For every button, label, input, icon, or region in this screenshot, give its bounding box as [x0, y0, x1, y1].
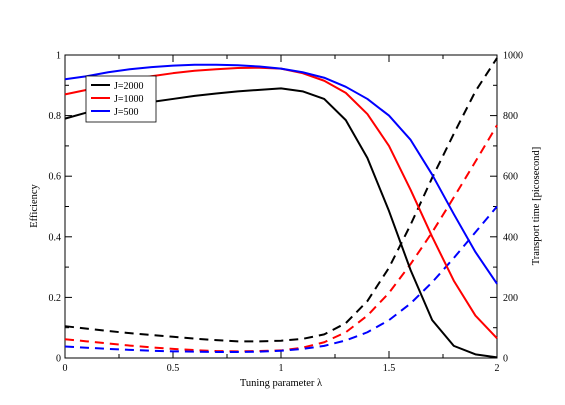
y-right-tick-label: 1000 — [503, 51, 523, 62]
y-left-tick-label: 1 — [56, 51, 61, 62]
y-right-tick-label: 400 — [503, 232, 518, 243]
y-right-tick-label: 200 — [503, 293, 518, 304]
x-tick-label: 1.5 — [383, 363, 396, 374]
series-line-transport-time — [64, 205, 498, 353]
legend-label-j2000: J=2000 — [114, 81, 144, 92]
y-right-tick-label: 600 — [503, 172, 518, 183]
x-axis-label: Tuning parameter λ — [240, 378, 323, 389]
x-tick-label: 1 — [279, 363, 284, 374]
x-tick-label: 0.5 — [167, 363, 180, 374]
y-left-tick-label: 0.4 — [49, 232, 62, 243]
legend-label-j500: J=500 — [114, 107, 139, 118]
y-axis-right-label: Transport time [picosecond] — [531, 147, 542, 266]
series-line-transport-time — [64, 57, 498, 343]
y-left-tick-label: 0.6 — [49, 172, 62, 183]
y-left-tick-label: 0 — [56, 354, 61, 365]
legend-label-j1000: J=1000 — [114, 94, 144, 105]
y-left-tick-label: 0.8 — [49, 111, 62, 122]
series-line-efficiency — [64, 87, 498, 359]
y-left-tick-label: 0.2 — [49, 293, 62, 304]
series-line-efficiency — [64, 63, 498, 285]
y-axis-left-label: Efficiency — [29, 183, 40, 227]
x-tick-label: 2 — [495, 363, 500, 374]
series-layer — [64, 57, 498, 359]
legend: J=2000 J=1000 J=500 — [85, 75, 157, 123]
y-right-tick-label: 0 — [503, 354, 508, 365]
x-tick-label: 0 — [63, 363, 68, 374]
y-right-tick-label: 800 — [503, 111, 518, 122]
